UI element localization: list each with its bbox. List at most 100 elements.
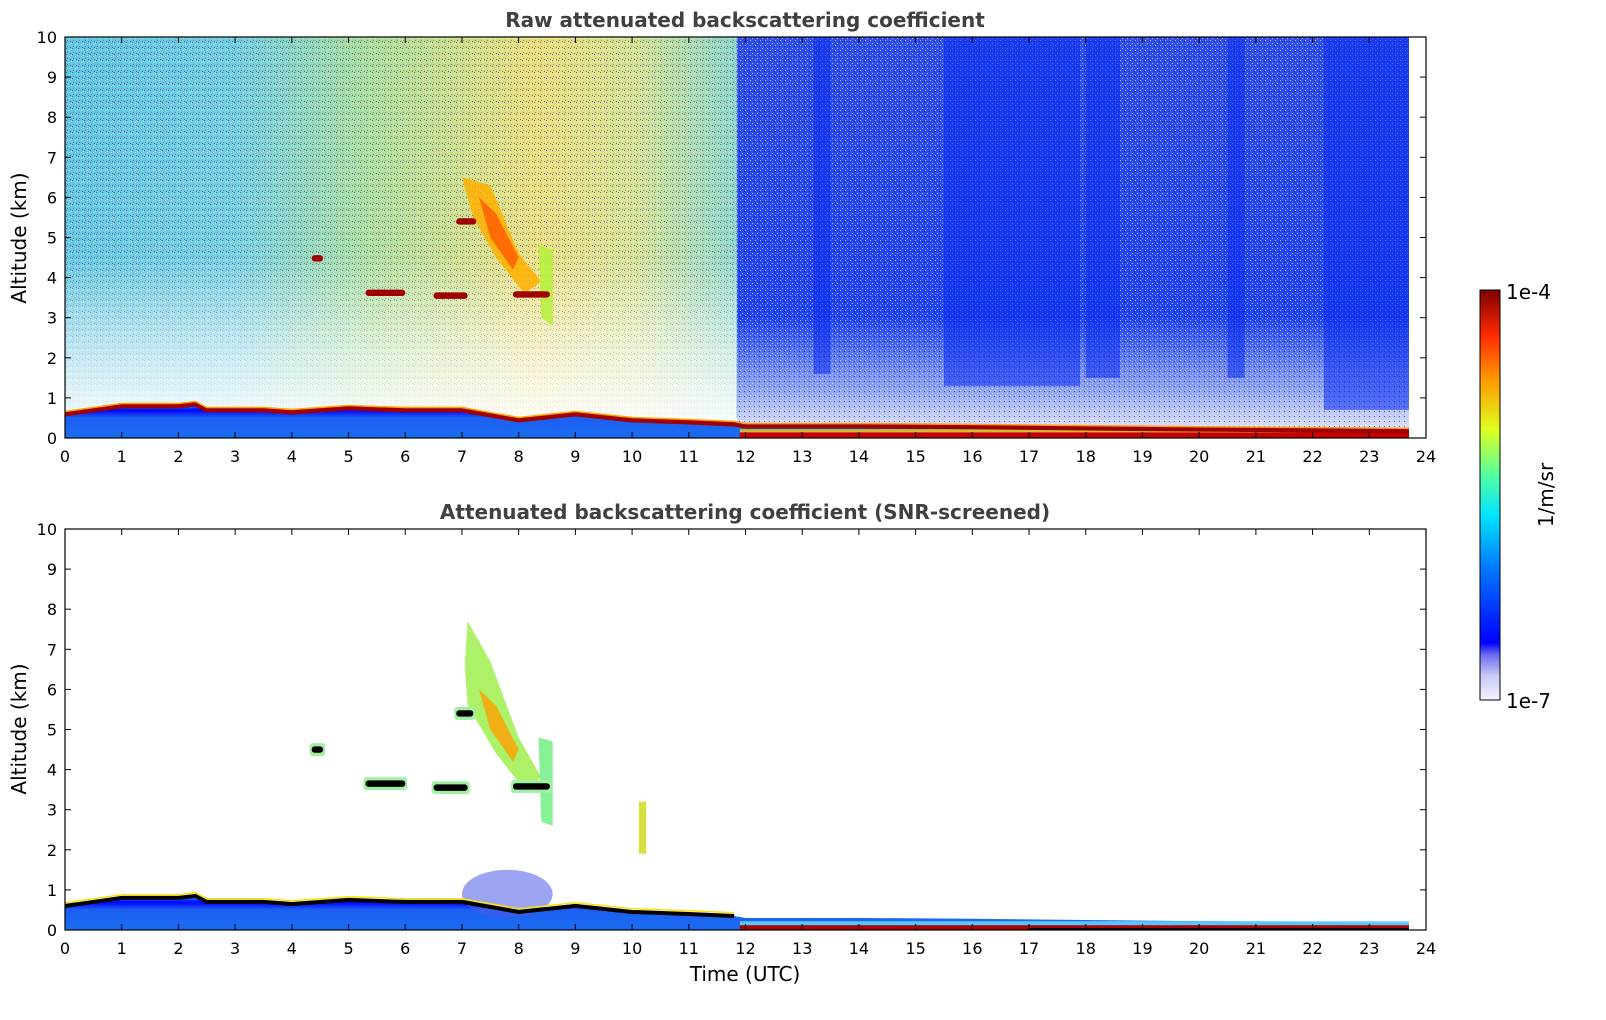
- mid-layer-segment: [433, 292, 468, 299]
- y-tick-label: 10: [37, 28, 57, 47]
- x-tick-label: 9: [570, 939, 580, 958]
- colorbar-gradient: [1479, 289, 1501, 701]
- x-tick-label: 19: [1132, 447, 1152, 466]
- mid-layer-segment: [311, 746, 324, 753]
- bl-top-halo: [65, 400, 1409, 430]
- mid-layer-segment: [456, 218, 477, 225]
- x-tick-label: 6: [400, 447, 410, 466]
- day-fade: [65, 37, 737, 438]
- x-tick-label: 5: [343, 447, 353, 466]
- y-tick-label: 10: [37, 520, 57, 539]
- y-tick-label: 4: [47, 761, 57, 780]
- y-tick-label: 9: [47, 68, 57, 87]
- y-tick-label: 3: [47, 309, 57, 328]
- x-tick-label: 13: [792, 939, 812, 958]
- x-tick-label: 4: [287, 447, 297, 466]
- cirrus-streak: [464, 621, 542, 790]
- x-tick-label: 1: [117, 939, 127, 958]
- y-tick-label: 7: [47, 148, 57, 167]
- bl-top-edge: [65, 893, 735, 918]
- colorbar-unit-label: 1/m/sr: [1534, 462, 1558, 527]
- panel2-ticks: 0 1 2 3 4 5 6 7 8 9 10 11 12 13 14 15 16 17 18 19 20 21 22 23 24…: [37, 520, 1437, 958]
- mid-layer-segment: [311, 255, 324, 262]
- mid-layer-segment: [512, 291, 550, 298]
- x-tick-label: 8: [514, 939, 524, 958]
- y-tick-label: 0: [47, 921, 57, 940]
- y-tick-label: 8: [47, 108, 57, 127]
- dense-column: [1323, 37, 1409, 410]
- x-tick-label: 17: [1019, 447, 1039, 466]
- panel1-heatmap: [65, 37, 1426, 438]
- x-tick-label: 13: [792, 447, 812, 466]
- x-tick-label: 23: [1359, 939, 1379, 958]
- x-tick-label: 8: [514, 447, 524, 466]
- x-tick-label: 14: [849, 447, 869, 466]
- x-tick-label: 5: [343, 939, 353, 958]
- y-tick-label: 6: [47, 680, 57, 699]
- x-tick-label: 24: [1416, 447, 1436, 466]
- panel2-ylabel: Altitude (km): [7, 663, 31, 794]
- cirrus-core: [478, 197, 519, 270]
- colorbar: 1e-4 1e-7 1/m/sr: [1479, 280, 1558, 713]
- x-tick-label: 7: [457, 939, 467, 958]
- surface-layer-edge: [739, 429, 1409, 433]
- x-tick-label: 0: [60, 939, 70, 958]
- mid-layer-segment: [456, 710, 474, 717]
- y-tick-label: 9: [47, 560, 57, 579]
- x-tick-label: 11: [679, 939, 699, 958]
- x-tick-label: 10: [622, 447, 642, 466]
- x-tick-label: 15: [905, 447, 925, 466]
- y-tick-label: 5: [47, 229, 57, 248]
- x-tick-label: 18: [1076, 939, 1096, 958]
- panel2-title: Attenuated backscattering coefficient (S…: [440, 500, 1050, 524]
- cirrus-core: [478, 689, 519, 762]
- x-tick-label: 2: [173, 939, 183, 958]
- x-tick-label: 10: [622, 939, 642, 958]
- x-tick-label: 14: [849, 939, 869, 958]
- y-tick-label: 1: [47, 881, 57, 900]
- surface-layer: [739, 432, 1409, 438]
- x-tick-label: 6: [400, 939, 410, 958]
- dense-column: [1227, 37, 1245, 378]
- panel1-title: Raw attenuated backscattering coefficien…: [505, 8, 985, 32]
- colorbar-max-label: 1e-4: [1506, 280, 1551, 304]
- x-tick-label: 21: [1246, 939, 1266, 958]
- x-tick-label: 19: [1132, 939, 1152, 958]
- x-tick-label: 22: [1302, 939, 1322, 958]
- bl-top-halo: [65, 891, 735, 914]
- bl-top-edge: [65, 401, 1410, 434]
- x-tick-label: 16: [962, 939, 982, 958]
- x-tick-label: 16: [962, 447, 982, 466]
- colorbar-min-label: 1e-7: [1506, 689, 1551, 713]
- x-tick-label: 23: [1359, 447, 1379, 466]
- dense-column: [1085, 37, 1120, 378]
- x-tick-label: 4: [287, 939, 297, 958]
- x-tick-label: 15: [905, 939, 925, 958]
- x-tick-label: 11: [679, 447, 699, 466]
- surface-layer: [739, 925, 1409, 930]
- x-tick-label: 17: [1019, 939, 1039, 958]
- panel2-heatmap: [65, 621, 1409, 930]
- x-tick-label: 12: [735, 939, 755, 958]
- isolated-echo: [638, 801, 647, 854]
- y-tick-label: 2: [47, 841, 57, 860]
- dense-column: [943, 37, 1081, 386]
- y-tick-label: 7: [47, 640, 57, 659]
- cirrus-tail: [538, 245, 553, 326]
- x-axis-label: Time (UTC): [689, 962, 801, 986]
- mid-layer-segment: [365, 289, 406, 297]
- dense-column: [813, 37, 831, 374]
- x-tick-label: 18: [1076, 447, 1096, 466]
- y-tick-label: 8: [47, 600, 57, 619]
- x-tick-label: 3: [230, 447, 240, 466]
- x-tick-label: 21: [1246, 447, 1266, 466]
- mid-layer-segment: [512, 783, 550, 790]
- surface-saturation: [1029, 927, 1409, 930]
- mid-layer-segment: [365, 780, 406, 787]
- y-tick-label: 3: [47, 801, 57, 820]
- y-tick-label: 4: [47, 269, 57, 288]
- panel1-ylabel: Altitude (km): [7, 172, 31, 303]
- x-tick-label: 20: [1189, 939, 1209, 958]
- x-tick-label: 24: [1416, 939, 1436, 958]
